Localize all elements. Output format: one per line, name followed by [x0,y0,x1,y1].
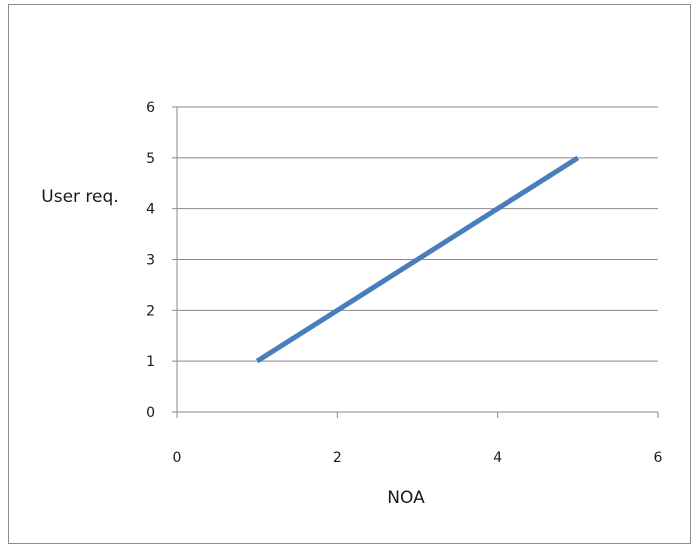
x-tick-label-0: 0 [173,450,182,466]
chart-frame [8,4,691,544]
y-tick-label-1: 1 [146,354,155,370]
y-tick-label-0: 0 [146,405,155,421]
y-tick-label-3: 3 [146,253,155,269]
x-tick-label-1: 2 [333,450,342,466]
y-tick-label-5: 5 [146,151,155,167]
gridlines [177,106,658,362]
y-axis-ticks: 0 1 2 3 4 5 6 [146,100,177,421]
x-tick-label-2: 4 [493,450,502,466]
x-tick-label-3: 6 [654,450,663,466]
y-axis-title: User req. [41,187,118,207]
x-axis-title: NOA [387,488,425,508]
y-tick-label-4: 4 [146,202,155,218]
x-axis-ticks: 0 2 4 6 [173,412,663,466]
series-layer [255,155,580,364]
y-tick-label-6: 6 [146,100,155,116]
y-tick-label-2: 2 [146,303,155,319]
